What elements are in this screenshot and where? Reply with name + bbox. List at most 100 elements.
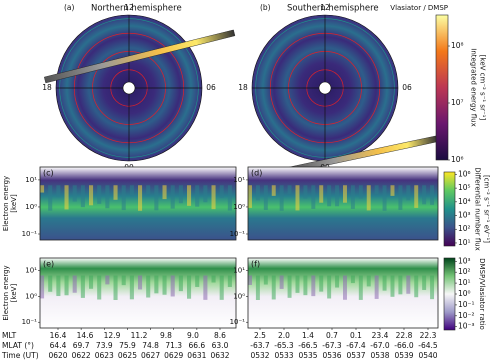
- texture: [187, 275, 192, 299]
- orbit-value: 12.9: [104, 331, 121, 340]
- texture: [422, 185, 427, 205]
- texture: [211, 185, 216, 210]
- panel-frame: [247, 166, 439, 241]
- pole: [318, 81, 332, 95]
- texture: [263, 275, 268, 285]
- orbit-value: 9.0: [187, 331, 199, 340]
- texture: [211, 275, 216, 283]
- texture: [311, 275, 316, 297]
- orbit-value: 22.3: [420, 331, 437, 340]
- panel-label: (a): [64, 3, 75, 12]
- texture: [56, 275, 61, 297]
- texture: [154, 275, 159, 294]
- texture: [105, 185, 110, 209]
- texture: [162, 185, 167, 200]
- panel-frame: [247, 257, 439, 329]
- texture: [414, 185, 419, 208]
- texture: [64, 275, 69, 296]
- orbit-value: 0535: [298, 351, 317, 360]
- orbit-value: 63.0: [212, 341, 229, 350]
- y-tick-label: 10⁰: [233, 203, 245, 211]
- texture: [382, 185, 387, 211]
- orbit-value: -67.3: [322, 341, 342, 350]
- texture: [227, 185, 232, 211]
- texture: [414, 275, 419, 298]
- texture: [170, 185, 175, 209]
- colorbar-tick-label: 10³: [458, 256, 471, 265]
- colorbar-tick-label: 10⁷: [451, 98, 464, 107]
- orbit-value: 22.8: [396, 331, 413, 340]
- texture: [374, 185, 379, 194]
- texture: [350, 275, 355, 284]
- clock-label: 06: [206, 83, 216, 92]
- texture: [187, 185, 192, 206]
- texture: [430, 185, 435, 205]
- y-axis-label: Electron energy: [2, 176, 10, 231]
- texture: [430, 275, 435, 300]
- colorbar-label: [keV cm⁻² s⁻¹ sr⁻¹]: [479, 55, 487, 121]
- texture: [390, 275, 395, 297]
- y-tick-label: 10⁻¹: [22, 318, 38, 326]
- colorbar-tick-label: 10⁶: [451, 155, 464, 164]
- orbit-value: 0632: [210, 351, 229, 360]
- orbit-value: -66.5: [298, 341, 318, 350]
- texture: [350, 185, 355, 209]
- orbit-value: 2.0: [278, 331, 290, 340]
- texture: [287, 185, 292, 194]
- texture: [203, 185, 208, 203]
- orbit-value: 0.1: [350, 331, 362, 340]
- y-tick-label: 10⁻¹: [230, 318, 246, 326]
- row-label: MLAT (°): [2, 341, 34, 350]
- orbit-value: 0540: [418, 351, 437, 360]
- texture: [343, 185, 347, 203]
- texture: [219, 275, 224, 300]
- orbit-value: 2.5: [254, 331, 266, 340]
- orbit-value: 0.7: [326, 331, 338, 340]
- texture: [271, 185, 276, 196]
- orbit-value: 0622: [72, 351, 91, 360]
- texture: [146, 185, 151, 195]
- texture: [97, 185, 102, 204]
- texture: [255, 185, 260, 201]
- orbit-value: 64.4: [50, 341, 67, 350]
- texture: [40, 275, 45, 299]
- orbit-value: 0533: [274, 351, 293, 360]
- texture: [295, 185, 300, 211]
- texture: [358, 185, 363, 199]
- texture: [271, 275, 276, 300]
- orbit-value: 0631: [187, 351, 206, 360]
- colorbar: [443, 257, 456, 331]
- orbit-track: [44, 29, 236, 84]
- texture: [227, 275, 232, 287]
- colorbar-title: Vlasiator / DMSP: [390, 4, 448, 12]
- texture: [56, 185, 61, 198]
- texture: [358, 275, 363, 300]
- texture: [89, 275, 94, 289]
- texture: [366, 185, 371, 211]
- texture: [195, 275, 200, 287]
- texture: [279, 185, 284, 211]
- colorbar-tick-label: 10²: [458, 267, 471, 276]
- colorbar-label: [cm⁻² s⁻¹ sr⁻¹ eV⁻¹]: [483, 175, 491, 243]
- colorbar-tick-label: 10³: [458, 211, 471, 220]
- orbit-value: 9.8: [160, 331, 172, 340]
- colorbar-label: Integrated energy flux: [470, 48, 478, 127]
- panel-label: (e): [43, 260, 54, 269]
- y-tick-label: 10⁰: [25, 203, 37, 211]
- texture: [303, 275, 308, 296]
- orbit-value: 0627: [141, 351, 160, 360]
- colorbar: [435, 14, 449, 161]
- orbit-value: 69.7: [73, 341, 90, 350]
- orbit-value: 0537: [346, 351, 365, 360]
- texture: [195, 185, 200, 207]
- texture: [327, 185, 332, 207]
- y-tick-label: 10¹: [233, 266, 245, 274]
- colorbar-tick-label: 10²: [458, 224, 471, 233]
- panel-title: Southern hemisphere: [287, 4, 379, 14]
- orbit-value: -64.5: [418, 341, 438, 350]
- texture: [248, 275, 252, 285]
- colorbar-tick-label: 10⁴: [458, 197, 471, 206]
- texture: [72, 275, 77, 293]
- texture: [390, 185, 395, 196]
